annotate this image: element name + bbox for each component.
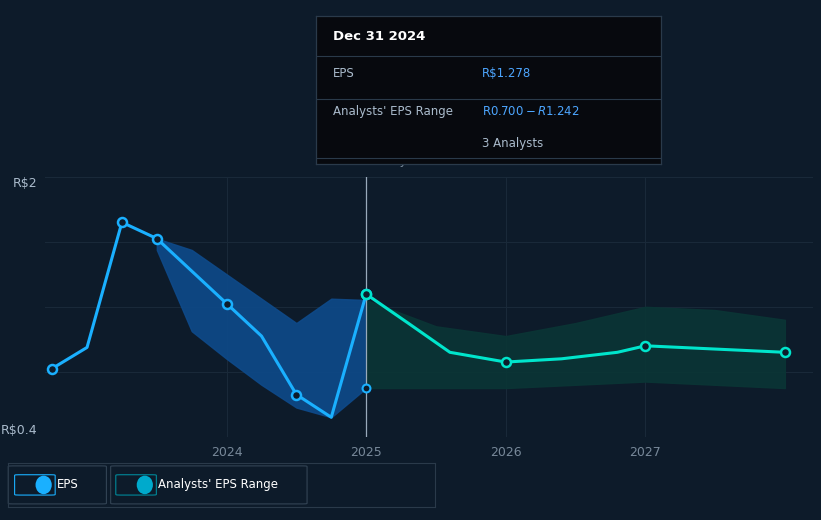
Text: R$0.700 - R$1.242: R$0.700 - R$1.242 bbox=[482, 105, 579, 118]
Point bbox=[639, 342, 652, 350]
Point bbox=[360, 290, 373, 298]
Point bbox=[150, 235, 163, 243]
Point bbox=[116, 218, 129, 227]
Text: 2025: 2025 bbox=[351, 446, 382, 459]
Text: R$2: R$2 bbox=[13, 177, 38, 190]
Text: Analysts Forecasts: Analysts Forecasts bbox=[372, 154, 488, 167]
Text: 2026: 2026 bbox=[490, 446, 521, 459]
Text: EPS: EPS bbox=[57, 478, 79, 491]
Point bbox=[45, 365, 58, 373]
Point bbox=[360, 384, 373, 392]
Text: Analysts' EPS Range: Analysts' EPS Range bbox=[158, 478, 278, 491]
Point bbox=[778, 348, 791, 357]
Point bbox=[220, 300, 233, 308]
Text: 2027: 2027 bbox=[630, 446, 661, 459]
Text: 2024: 2024 bbox=[211, 446, 242, 459]
Point bbox=[360, 290, 373, 298]
FancyBboxPatch shape bbox=[116, 475, 156, 495]
Text: Actual: Actual bbox=[321, 154, 360, 167]
Text: 3 Analysts: 3 Analysts bbox=[482, 137, 543, 150]
Point bbox=[290, 391, 303, 399]
FancyBboxPatch shape bbox=[15, 475, 55, 495]
Text: Analysts' EPS Range: Analysts' EPS Range bbox=[333, 105, 453, 118]
Point bbox=[499, 358, 512, 366]
Text: R$0.4: R$0.4 bbox=[1, 424, 38, 437]
Ellipse shape bbox=[137, 476, 153, 494]
Ellipse shape bbox=[35, 476, 52, 494]
Text: R$1.278: R$1.278 bbox=[482, 68, 531, 81]
Text: Dec 31 2024: Dec 31 2024 bbox=[333, 30, 426, 44]
Text: EPS: EPS bbox=[333, 68, 355, 81]
